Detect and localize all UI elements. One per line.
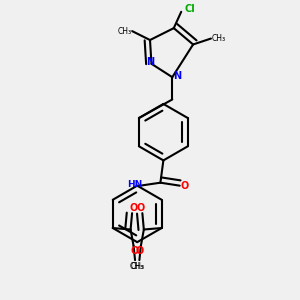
Text: HN: HN: [127, 180, 142, 189]
Text: O: O: [135, 246, 143, 256]
Text: CH₃: CH₃: [118, 27, 132, 36]
Text: CH₃: CH₃: [211, 34, 225, 43]
Text: CH₃: CH₃: [131, 262, 145, 271]
Text: CH₃: CH₃: [130, 262, 144, 271]
Text: O: O: [137, 203, 145, 213]
Text: O: O: [181, 181, 189, 191]
Text: N: N: [146, 57, 154, 67]
Text: N: N: [173, 71, 181, 81]
Text: Cl: Cl: [184, 4, 195, 14]
Text: O: O: [131, 246, 139, 256]
Text: O: O: [129, 203, 138, 213]
